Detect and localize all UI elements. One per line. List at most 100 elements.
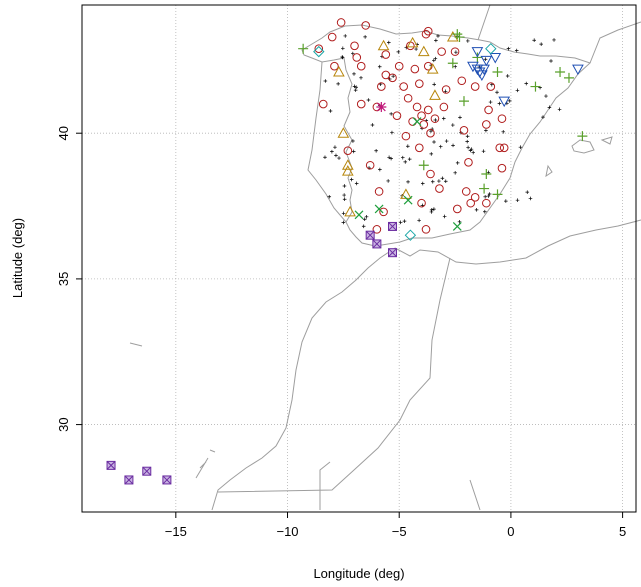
marker-circle <box>361 21 371 30</box>
marker-circle <box>452 204 462 214</box>
marker-circle <box>381 50 391 59</box>
station-dot <box>532 38 536 43</box>
coast-portugal <box>307 61 347 223</box>
station-dot <box>407 157 412 161</box>
marker-plus <box>492 67 503 78</box>
marker-down-triangle <box>572 64 584 76</box>
station-dot <box>370 123 375 127</box>
station-dot <box>434 38 438 43</box>
marker-circle <box>417 198 426 208</box>
marker-x <box>452 222 462 231</box>
coast-canaries <box>129 342 216 479</box>
station-dot <box>443 179 448 184</box>
marker-x <box>412 117 422 126</box>
marker-circle <box>374 187 384 196</box>
station-dot <box>518 145 523 149</box>
station-dot <box>468 148 473 153</box>
station-dot <box>465 134 470 139</box>
coast-iberia <box>301 24 591 247</box>
station-dot <box>351 139 355 143</box>
x-tick-label: 5 <box>619 524 626 539</box>
marker-circle <box>426 128 435 138</box>
gridlines <box>82 5 636 512</box>
marker-triangle <box>417 45 430 57</box>
station-dot <box>323 79 328 83</box>
station-dot <box>539 42 543 46</box>
marker-triangle <box>344 205 356 217</box>
station-dot <box>495 90 499 95</box>
station-dot <box>504 199 508 203</box>
station-dot <box>403 160 408 164</box>
marker-diamond <box>313 45 325 58</box>
marker-plus <box>481 169 492 179</box>
station-dot <box>352 84 357 89</box>
marker-circle <box>327 32 337 42</box>
station-dot <box>353 88 358 92</box>
marker-down-triangle <box>471 47 484 58</box>
station-dot <box>557 107 562 112</box>
marker-circle <box>495 143 505 153</box>
station-dot <box>440 176 445 181</box>
marker-circle <box>423 105 433 115</box>
station-dot <box>330 149 334 154</box>
marker-boxed-x-cross <box>142 466 152 476</box>
coast-africa <box>211 219 641 511</box>
station-dot <box>515 198 520 202</box>
station-dot <box>432 82 436 87</box>
marker-diamond <box>485 42 497 55</box>
station-dot <box>390 130 394 135</box>
station-dot <box>387 155 391 160</box>
marker-circle <box>415 143 424 153</box>
marker-triangle <box>377 39 390 51</box>
station-dot <box>378 167 382 172</box>
station-dot <box>351 149 356 154</box>
marker-triangle <box>333 65 345 77</box>
marker-circle <box>412 102 422 112</box>
station-dot <box>430 179 435 184</box>
marker-triangle <box>341 159 354 170</box>
marker-plus <box>555 67 566 78</box>
station-dot <box>354 181 359 186</box>
station-dot <box>443 89 448 94</box>
marker-boxed-x-cross <box>124 475 134 485</box>
marker-circle <box>377 82 386 91</box>
marker-circle <box>482 198 491 208</box>
station-dot <box>549 59 553 63</box>
marker-x <box>403 195 413 205</box>
marker-circle <box>426 169 435 179</box>
station-dot <box>547 105 552 110</box>
station-dot <box>323 155 327 160</box>
station-dot <box>436 34 440 38</box>
coast-france <box>477 4 641 64</box>
station-dot <box>340 55 345 59</box>
marker-circle <box>421 225 431 234</box>
marker-down-triangle <box>478 64 490 76</box>
station-dot <box>471 150 475 155</box>
marker-circle <box>470 82 480 91</box>
coast-balearics <box>545 136 613 178</box>
y-axis-label: Latitude (deg) <box>10 218 25 298</box>
station-dot <box>433 56 438 61</box>
marker-circle <box>486 82 496 91</box>
y-tick-label: 40 <box>56 126 71 140</box>
marker-circle <box>401 131 411 141</box>
marker-circle <box>415 79 424 88</box>
station-dot <box>342 184 347 188</box>
marker-circle <box>497 114 507 123</box>
station-dot <box>444 139 449 143</box>
station-dot <box>374 148 378 153</box>
marker-circle <box>417 111 426 121</box>
station-dot <box>336 82 340 86</box>
marker-plus <box>479 183 490 194</box>
station-dot <box>441 116 446 121</box>
marker-circle <box>336 18 346 27</box>
station-dot <box>541 115 545 119</box>
station-dot <box>377 64 382 69</box>
marker-circle <box>403 93 413 103</box>
station-dot <box>386 179 390 183</box>
station-dot <box>334 153 338 158</box>
marker-circle <box>392 111 402 121</box>
station-markers <box>106 18 588 485</box>
marker-circle <box>350 41 359 51</box>
